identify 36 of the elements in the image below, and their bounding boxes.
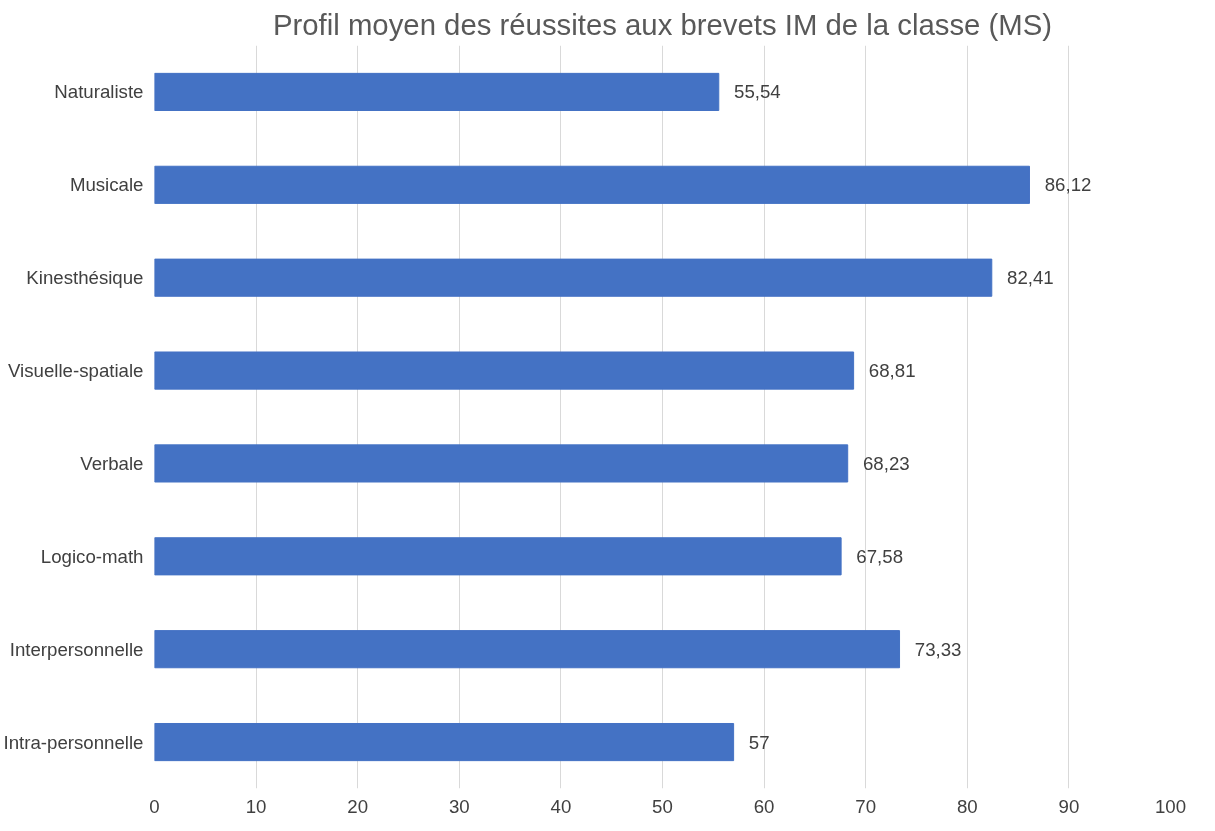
bar [154, 165, 1030, 204]
y-tick-label: Intra-personnelle [3, 731, 144, 753]
data-label: 82,41 [1007, 267, 1054, 289]
data-label: 67,58 [856, 545, 904, 567]
x-tick-label: 60 [753, 795, 775, 817]
data-label: 55,54 [734, 81, 781, 103]
chart-title: Profil moyen des réussites aux brevets IM de la classe (MS) [272, 7, 1053, 41]
y-tick-label: Musicale [69, 174, 144, 196]
data-label: 73,33 [914, 638, 962, 660]
y-tick-label: Interpersonnelle [9, 638, 144, 660]
x-tick-label: 70 [855, 795, 877, 817]
y-tick-label: Visuelle-spatiale [7, 360, 144, 382]
x-tick-label: 50 [652, 795, 673, 817]
y-tick-label: Naturaliste [54, 81, 144, 103]
x-tick-label: 10 [245, 795, 267, 817]
bar [154, 72, 720, 112]
bar [154, 630, 901, 669]
x-tick-label: 80 [956, 795, 978, 817]
x-tick-label: 0 [149, 795, 160, 817]
x-tick-label: 90 [1058, 795, 1080, 817]
y-tick-label: Verbale [80, 452, 144, 474]
x-tick-label: 30 [448, 795, 470, 817]
x-tick-label: 20 [347, 795, 369, 817]
data-label: 68,81 [868, 360, 916, 382]
y-tick-label: Logico-math [40, 545, 144, 567]
bar [154, 537, 842, 576]
data-label: 68,23 [862, 452, 910, 474]
bar [154, 351, 855, 390]
y-tick-label: Kinesthésique [26, 267, 144, 289]
x-tick-label: 100 [1154, 795, 1187, 817]
data-label: 57 [748, 731, 770, 753]
data-label: 86,12 [1044, 174, 1092, 196]
bar [154, 258, 993, 297]
bar [154, 444, 849, 483]
x-tick-label: 40 [550, 795, 572, 817]
bar [154, 722, 735, 762]
